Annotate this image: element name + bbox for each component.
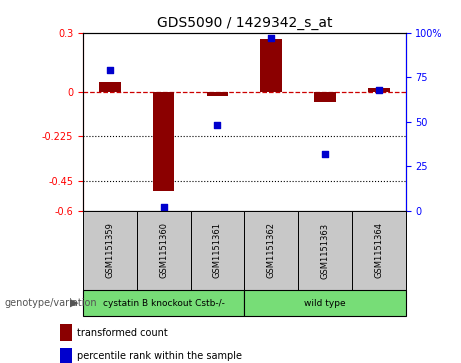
- Text: GSM1151361: GSM1151361: [213, 223, 222, 278]
- Bar: [99, 82, 121, 92]
- Bar: [60, 348, 72, 363]
- Bar: [83, 290, 244, 316]
- Bar: [352, 211, 406, 290]
- Text: GSM1151360: GSM1151360: [159, 223, 168, 278]
- Text: ▶: ▶: [70, 298, 78, 308]
- Text: cystatin B knockout Cstb-/-: cystatin B knockout Cstb-/-: [103, 299, 225, 307]
- Text: transformed count: transformed count: [77, 328, 168, 338]
- Bar: [153, 92, 174, 191]
- Point: [321, 151, 329, 156]
- Point: [375, 87, 383, 93]
- Point: [214, 122, 221, 128]
- Bar: [244, 290, 406, 316]
- Bar: [137, 211, 190, 290]
- Point: [106, 67, 113, 73]
- Text: GSM1151359: GSM1151359: [106, 223, 114, 278]
- Bar: [207, 92, 228, 96]
- Text: GSM1151362: GSM1151362: [267, 223, 276, 278]
- Bar: [260, 38, 282, 92]
- Bar: [60, 324, 72, 340]
- Bar: [83, 211, 137, 290]
- Bar: [244, 211, 298, 290]
- Point: [160, 204, 167, 210]
- Text: GSM1151364: GSM1151364: [374, 223, 383, 278]
- Text: genotype/variation: genotype/variation: [5, 298, 97, 308]
- Bar: [314, 92, 336, 102]
- Text: GSM1151363: GSM1151363: [320, 223, 330, 278]
- Title: GDS5090 / 1429342_s_at: GDS5090 / 1429342_s_at: [157, 16, 332, 30]
- Text: wild type: wild type: [304, 299, 346, 307]
- Bar: [368, 88, 390, 92]
- Text: percentile rank within the sample: percentile rank within the sample: [77, 351, 242, 361]
- Bar: [298, 211, 352, 290]
- Bar: [190, 211, 244, 290]
- Point: [267, 35, 275, 41]
